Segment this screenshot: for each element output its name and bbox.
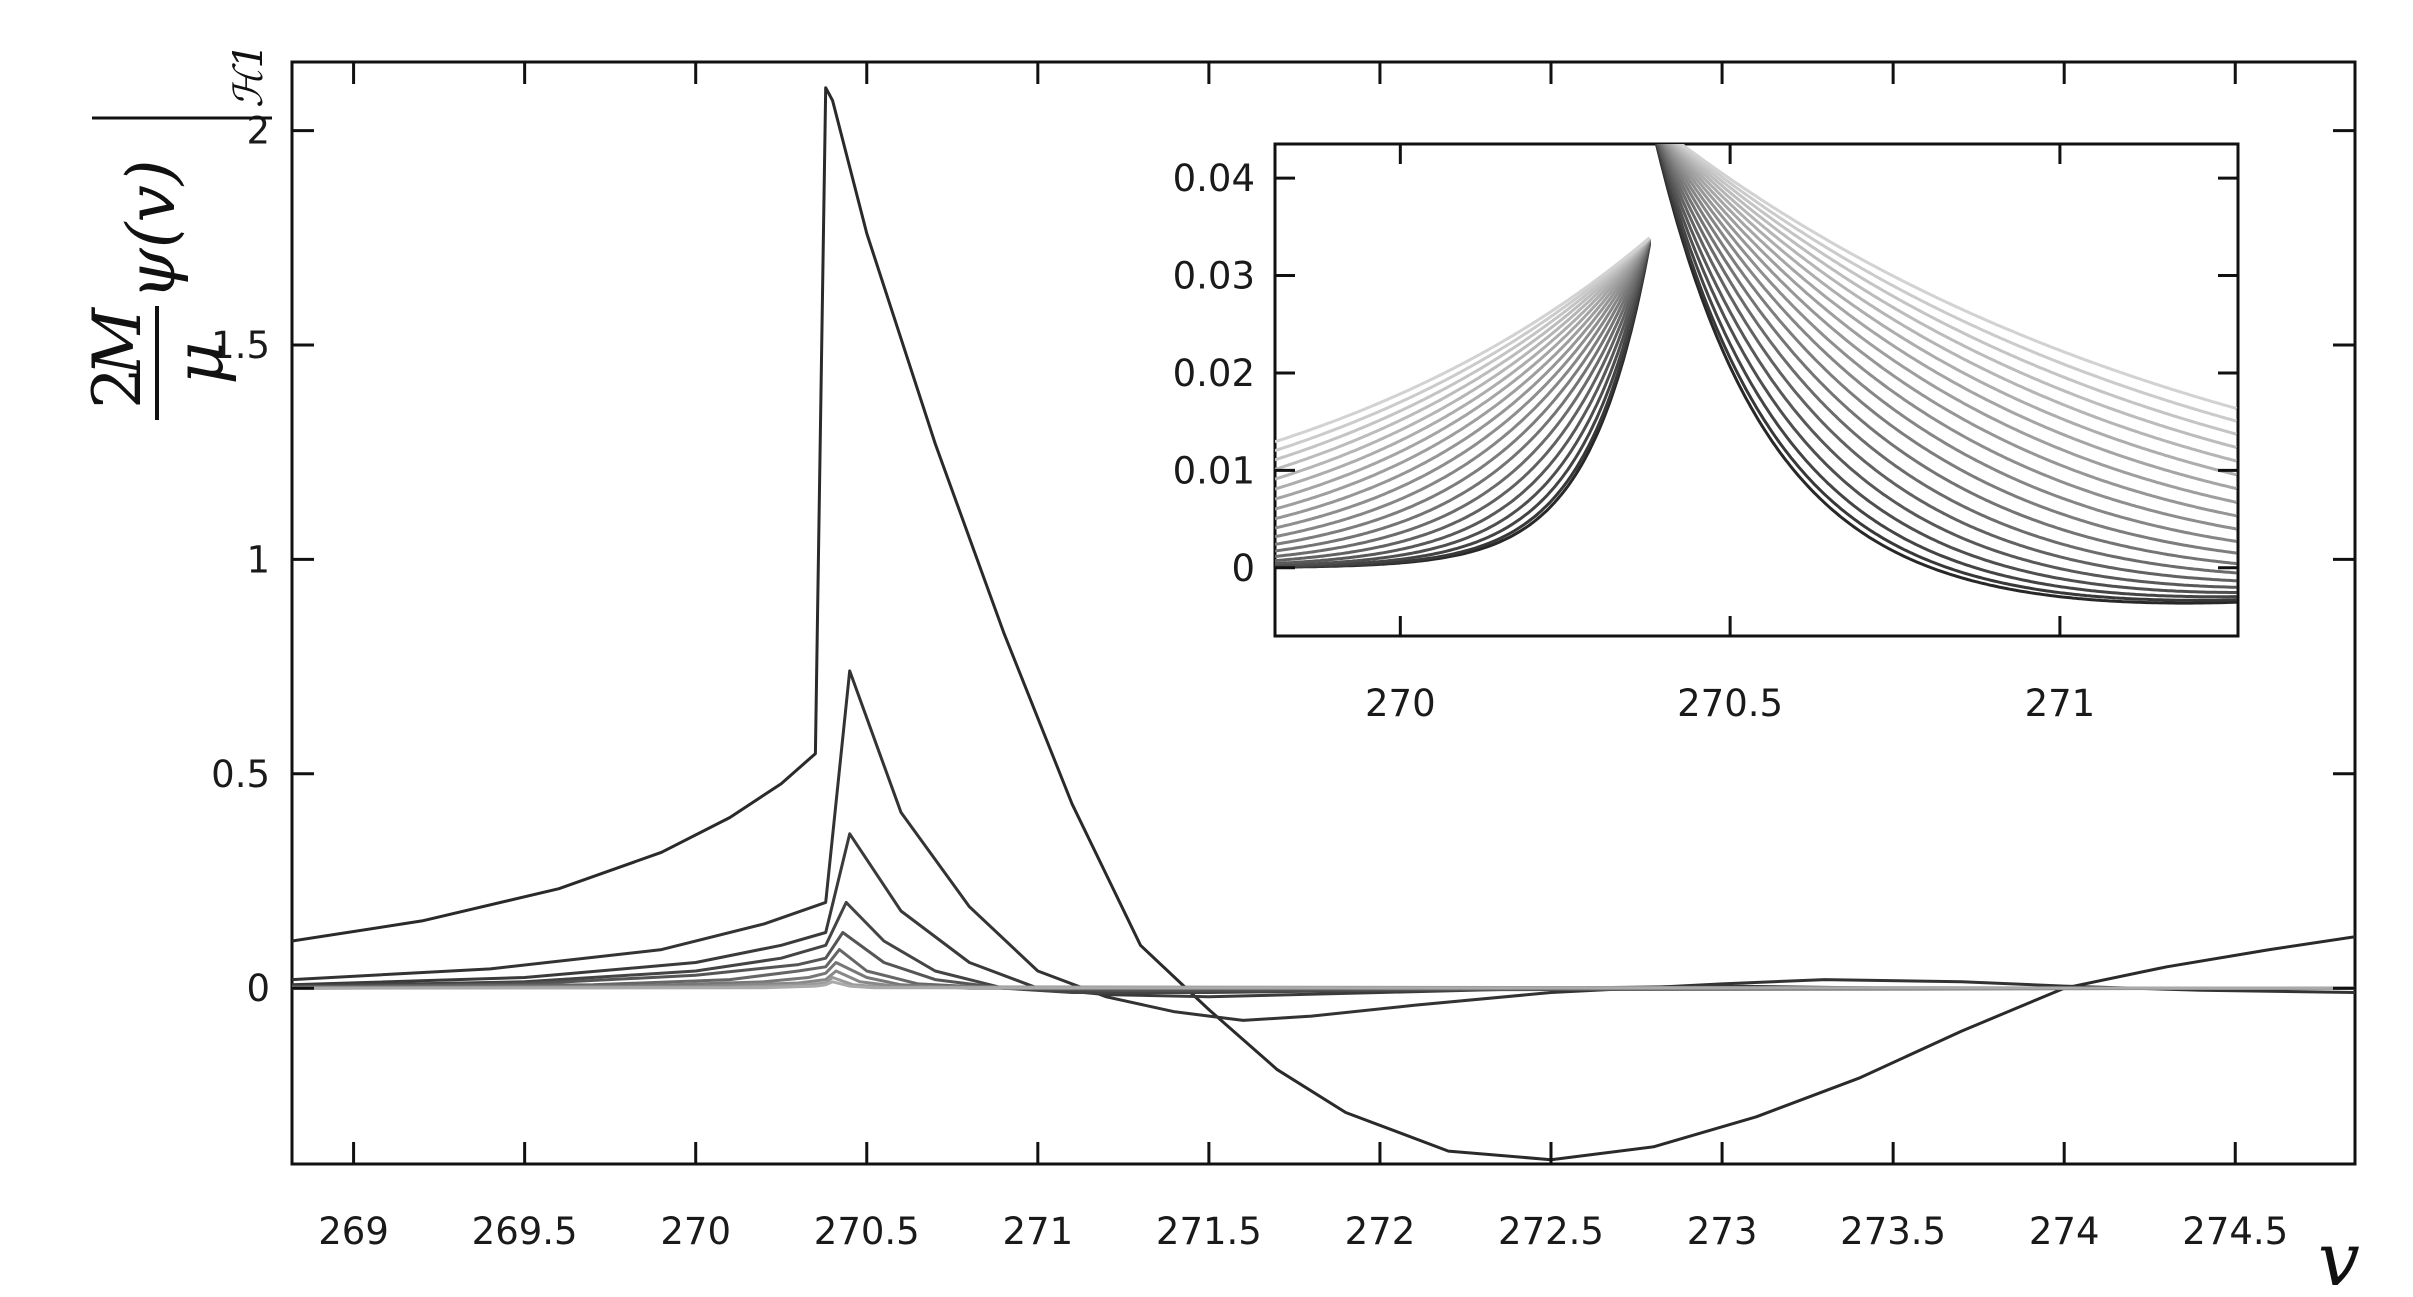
ylabel-numerator-coef: 2 — [79, 367, 156, 409]
inset-y-ticks: 0 0.01 0.02 0.03 0.04 — [1173, 157, 2238, 590]
main-x-tick-label: 271.5 — [1156, 1210, 1262, 1253]
inset-series-line-3-right — [1655, 144, 2237, 599]
inset-series-line-10-left — [1275, 238, 1651, 539]
inset-x-ticks: 270 270.5 271 — [1365, 144, 2095, 725]
main-series-group — [292, 86, 2355, 1162]
inset-series-line-6-right — [1658, 144, 2237, 583]
inset-series-line-7-left — [1275, 239, 1652, 558]
main-x-tick-label: 269 — [318, 1210, 389, 1253]
inset-y-tick-label: 0.03 — [1173, 255, 1255, 298]
x-axis-label: v — [2318, 1217, 2360, 1297]
inset-series-line-8-left — [1275, 239, 1652, 553]
main-x-tick-label: 269.5 — [472, 1210, 578, 1253]
inset-series-line-13-right — [1666, 144, 2238, 504]
main-x-tick-label: 274.5 — [2182, 1210, 2288, 1253]
main-series-line-2 — [292, 669, 2355, 1022]
main-y-ticks: 0 0.5 1 1.5 2 — [211, 110, 2355, 1010]
inset-series-line-19-left — [1275, 236, 1651, 453]
inset-series-line-2-right — [1655, 144, 2237, 602]
main-y-tick-label: 1 — [246, 538, 270, 581]
ylabel-function: ψ(v) — [113, 159, 190, 300]
inset-y-tick-label: 0 — [1231, 547, 1255, 590]
inset-series-line-16-right — [1671, 144, 2238, 463]
inset-series-line-14-right — [1668, 144, 2238, 491]
inset-x-tick-label: 270 — [1365, 682, 1436, 725]
inset-series-line-6-left — [1275, 240, 1652, 563]
main-x-tick-label: 270.5 — [814, 1210, 920, 1253]
inset-y-tick-label: 0.04 — [1173, 157, 1255, 200]
inset-series-line-18-right — [1674, 144, 2238, 436]
main-y-tick-label: 1.5 — [211, 324, 270, 367]
main-x-tick-label: 270 — [660, 1210, 731, 1253]
inset-series-line-10-right — [1662, 144, 2237, 543]
inset-series-line-14-left — [1275, 237, 1651, 501]
inset-series-line-5-right — [1657, 144, 2237, 589]
main-x-ticks: 269 269.5 270 270.5 271 271.5 272 272.5 273 273.5… — [318, 62, 2288, 1253]
main-series-line-1 — [292, 86, 2355, 1162]
inset-series-line-12-right — [1665, 144, 2238, 518]
main-y-tick-label: 2 — [246, 110, 270, 153]
main-x-tick-label: 272 — [1345, 1210, 1416, 1253]
inset-series-line-18-left — [1275, 236, 1651, 462]
inset-series-line-20-right — [1678, 144, 2238, 411]
ylabel-numerator-var: M — [79, 307, 156, 377]
main-x-tick-label: 272.5 — [1498, 1210, 1604, 1253]
inset-series-line-4-right — [1656, 144, 2237, 594]
y-axis-label: 2 M μ ψ(v) ℋ1 — [79, 43, 272, 420]
inset-y-tick-label: 0.01 — [1173, 449, 1255, 492]
inset-x-tick-label: 270.5 — [1677, 682, 1783, 725]
inset-y-tick-label: 0.02 — [1173, 352, 1255, 395]
inset-series-line-19-right — [1676, 144, 2238, 423]
inset-series-line-17-right — [1673, 144, 2238, 449]
inset-series-line-12-left — [1275, 238, 1651, 521]
main-y-tick-label: 0.5 — [211, 753, 270, 796]
ylabel-subscript: ℋ1 — [226, 43, 272, 108]
inset-x-tick-label: 271 — [2025, 682, 2096, 725]
inset-series-line-7-right — [1659, 144, 2237, 575]
ylabel-denominator: μ — [161, 342, 238, 385]
main-series-line-10 — [292, 980, 2355, 990]
inset-series-line-15-left — [1275, 237, 1651, 491]
inset-series-line-1-right — [1654, 144, 2237, 605]
main-x-tick-label: 273.5 — [1840, 1210, 1946, 1253]
main-x-tick-label: 273 — [1687, 1210, 1758, 1253]
main-series-line-4 — [292, 900, 2355, 994]
inset-series-line-16-left — [1275, 237, 1651, 481]
inset-series-line-17-left — [1275, 236, 1651, 471]
inset-series-line-11-left — [1275, 238, 1651, 530]
inset-series-line-11-right — [1663, 144, 2237, 531]
main-x-tick-label: 271 — [1003, 1210, 1074, 1253]
inset-series-line-20-left — [1275, 236, 1651, 444]
inset-series-line-9-left — [1275, 239, 1651, 546]
inset-series-line-8-right — [1660, 144, 2237, 566]
main-y-tick-label: 0 — [246, 967, 270, 1010]
inset-series-line-9-right — [1661, 144, 2237, 555]
inset-series-group — [1275, 144, 2238, 605]
inset-series-line-15-right — [1669, 144, 2238, 477]
inset-series-line-5-left — [1275, 241, 1652, 565]
inset-series-line-13-left — [1275, 237, 1651, 511]
inset-series-line-4-left — [1275, 241, 1652, 567]
inset-series-line-3-left — [1275, 242, 1652, 568]
main-x-tick-label: 274 — [2029, 1210, 2100, 1253]
